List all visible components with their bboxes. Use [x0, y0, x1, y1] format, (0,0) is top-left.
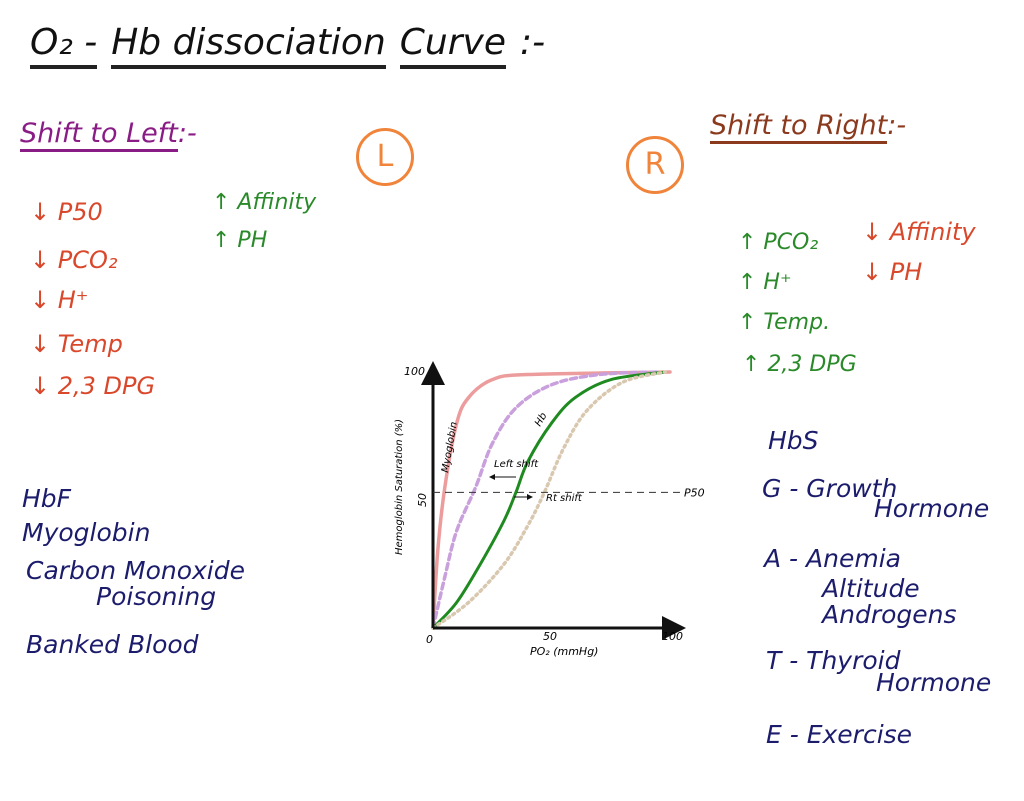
myoglobin-label: Myoglobin — [440, 421, 460, 474]
right-heading: Shift to Right:- — [710, 110, 907, 144]
hb-curve — [431, 370, 667, 630]
x-tick-50: 50 — [543, 630, 557, 643]
right-heading-suffix: :- — [887, 110, 907, 141]
p50-label: P50 — [684, 486, 705, 499]
title-hb: Hb dissociation — [111, 22, 386, 69]
right-increase-3: ↑ 2,3 DPG — [742, 352, 857, 377]
left-decrease-2: ↓ H⁺ — [30, 286, 89, 314]
right-decrease-0: ↓ Affinity — [862, 218, 976, 246]
page-title: O₂ - Hb dissociation Curve :- — [30, 22, 546, 69]
left-increase-1: ↑ PH — [212, 228, 268, 253]
right-cause-5: Androgens — [822, 600, 957, 629]
rt-shift-label: Rt shift — [546, 493, 583, 504]
left-decrease-0: ↓ P50 — [30, 198, 103, 226]
right-cause-6: T - Thyroid — [766, 646, 901, 675]
left-decrease-1: ↓ PCO₂ — [30, 246, 118, 274]
y-tick-50: 50 — [416, 493, 429, 507]
right-badge: R — [626, 136, 684, 194]
left-increase-0: ↑ Affinity — [212, 190, 317, 215]
right-cause-8: E - Exercise — [766, 720, 913, 749]
left-heading-text: Shift to Left — [20, 118, 178, 152]
hb-label: Hb — [533, 411, 549, 429]
left-cause-1: Myoglobin — [22, 518, 151, 547]
left-heading-suffix: :- — [177, 118, 197, 149]
left-decrease-3: ↓ Temp — [30, 330, 123, 358]
left-cause-2: Carbon Monoxide — [26, 556, 246, 585]
left-heading: Shift to Left:- — [20, 118, 197, 152]
right-cause-3: A - Anemia — [764, 544, 901, 573]
title-curve: Curve — [399, 22, 506, 69]
left-shift-curve — [431, 370, 660, 630]
right-cause-7: Hormone — [876, 668, 992, 697]
myoglobin-curve — [431, 370, 672, 630]
left-badge: L — [356, 128, 414, 186]
x-tick-0: 0 — [426, 633, 433, 646]
right-heading-text: Shift to Right — [710, 110, 888, 144]
x-axis-label: PO₂ (mmHg) — [530, 645, 598, 658]
y-axis-label: Hemoglobin Saturation (%) — [394, 419, 405, 555]
right-increase-1: ↑ H⁺ — [738, 270, 792, 295]
left-decrease-4: ↓ 2,3 DPG — [30, 372, 156, 400]
dissociation-chart: P50 0 50 100 100 50 PO₂ (mmHg) Hemoglobi… — [394, 361, 705, 658]
right-cause-1: G - Growth — [762, 474, 898, 503]
left-cause-4: Banked Blood — [26, 630, 199, 659]
x-tick-100: 100 — [662, 630, 683, 643]
right-cause-0: HbS — [768, 426, 819, 455]
y-tick-100: 100 — [404, 365, 425, 378]
right-cause-2: Hormone — [874, 494, 990, 523]
left-cause-0: HbF — [22, 484, 72, 513]
left-shift-label: Left shift — [494, 459, 539, 470]
right-decrease-1: ↓ PH — [862, 258, 923, 286]
right-increase-2: ↑ Temp. — [738, 310, 831, 335]
right-increase-0: ↑ PCO₂ — [738, 230, 819, 255]
right-cause-4: Altitude — [822, 574, 920, 603]
title-suffix: :- — [520, 22, 546, 63]
title-o2: O₂ - — [30, 22, 98, 69]
left-cause-3: Poisoning — [96, 582, 217, 611]
